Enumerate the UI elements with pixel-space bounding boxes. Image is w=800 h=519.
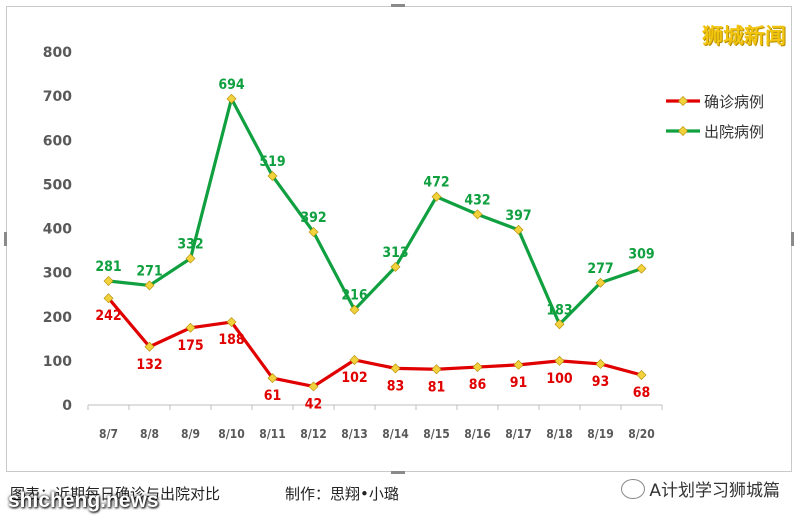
legend-label: 确诊病例 — [704, 93, 764, 111]
data-label: 132 — [136, 357, 162, 373]
data-point-marker — [308, 227, 319, 237]
data-label: 91 — [510, 375, 528, 391]
data-point-marker — [144, 341, 155, 352]
y-tick-label: 100 — [43, 354, 72, 370]
y-tick-label: 400 — [43, 222, 72, 238]
y-tick-label: 200 — [43, 310, 72, 326]
x-tick-label: 8/12 — [300, 427, 326, 441]
data-point-marker — [636, 263, 647, 274]
data-point-marker — [103, 276, 114, 286]
data-label: 175 — [177, 338, 203, 354]
data-label: 271 — [136, 263, 162, 279]
data-label: 242 — [95, 308, 121, 324]
legend-swatch-marker — [678, 96, 688, 106]
x-tick-label: 8/17 — [505, 427, 531, 441]
data-point-marker — [431, 364, 442, 375]
data-point-marker — [226, 317, 237, 327]
x-tick-label: 8/13 — [341, 427, 367, 441]
y-tick-label: 600 — [43, 133, 72, 149]
data-point-marker — [308, 381, 319, 392]
data-point-marker — [472, 209, 483, 220]
data-label: 309 — [628, 247, 654, 263]
data-label: 81 — [428, 379, 446, 395]
legend-swatch-marker — [678, 126, 688, 136]
data-label: 397 — [505, 208, 531, 224]
data-label: 472 — [423, 175, 449, 191]
data-label: 277 — [587, 261, 613, 277]
x-tick-label: 8/16 — [464, 427, 490, 441]
data-point-marker — [554, 355, 565, 366]
wechat-account: A计划学习狮城篇 — [621, 476, 780, 501]
legend-label: 出院病例 — [704, 123, 764, 141]
chart-caption: 图表：近期每日确诊与出院对比 — [10, 485, 221, 503]
data-point-marker — [185, 322, 196, 333]
data-label: 313 — [382, 245, 408, 261]
x-tick-label: 8/15 — [423, 427, 449, 441]
data-point-marker — [554, 319, 565, 330]
x-tick-label: 8/9 — [181, 427, 200, 441]
resize-handle-right[interactable] — [791, 232, 794, 246]
y-tick-label: 700 — [43, 89, 72, 105]
data-point-marker — [349, 304, 360, 315]
resize-handle-top[interactable] — [391, 4, 405, 7]
y-tick-label: 0 — [62, 398, 72, 414]
x-tick-label: 8/14 — [382, 427, 409, 441]
series-line-0 — [107, 297, 642, 389]
data-label: 392 — [300, 210, 326, 226]
data-point-marker — [267, 373, 278, 384]
x-tick-label: 8/11 — [259, 427, 285, 441]
data-point-marker — [267, 171, 278, 181]
watermark-logo: 狮城新闻 — [702, 24, 786, 48]
data-label: 188 — [218, 332, 244, 348]
data-label: 83 — [387, 378, 405, 394]
resize-handle-bottom[interactable] — [391, 471, 405, 474]
data-label: 183 — [546, 302, 572, 318]
chart-frame — [4, 4, 794, 474]
series-line-1 — [108, 97, 643, 326]
y-tick-label: 300 — [43, 266, 72, 282]
data-point-marker — [226, 93, 237, 104]
data-point-marker — [144, 280, 155, 291]
chart-author: 制作：思翔•小璐 — [285, 485, 399, 503]
data-point-marker — [636, 370, 647, 380]
data-label: 519 — [259, 154, 285, 170]
y-tick-label: 800 — [43, 45, 72, 61]
site-brand-watermark: shicheng.news — [8, 489, 159, 512]
x-tick-label: 8/8 — [140, 427, 159, 441]
data-point-marker — [431, 191, 442, 202]
data-point-marker — [185, 253, 196, 264]
data-label: 102 — [341, 370, 367, 386]
data-point-marker — [513, 359, 524, 370]
data-label: 332 — [177, 237, 203, 253]
data-label: 216 — [341, 288, 368, 304]
x-tick-label: 8/10 — [218, 427, 244, 441]
data-label: 281 — [95, 259, 121, 275]
x-tick-label: 8/18 — [546, 427, 572, 441]
wechat-icon — [621, 478, 646, 499]
x-tick-label: 8/19 — [587, 427, 613, 441]
data-point-marker — [390, 261, 401, 272]
data-point-marker — [390, 363, 401, 374]
data-label: 68 — [633, 385, 651, 401]
data-point-marker — [349, 355, 360, 365]
x-tick-label: 8/20 — [628, 427, 654, 441]
data-label: 100 — [546, 371, 573, 387]
data-point-marker — [513, 224, 524, 235]
wechat-account-label: A计划学习狮城篇 — [649, 481, 780, 501]
data-label: 93 — [592, 374, 610, 390]
data-point-marker — [595, 359, 606, 369]
data-label: 86 — [469, 377, 487, 393]
x-tick-label: 8/7 — [99, 427, 118, 441]
y-tick-label: 500 — [43, 177, 72, 193]
data-label: 432 — [464, 192, 490, 208]
data-label: 694 — [218, 77, 245, 93]
resize-handle-left[interactable] — [4, 232, 7, 246]
data-label: 61 — [264, 388, 282, 404]
data-point-marker — [472, 362, 483, 373]
data-label: 42 — [305, 396, 323, 412]
data-point-marker — [595, 277, 606, 288]
data-point-marker — [103, 293, 114, 304]
